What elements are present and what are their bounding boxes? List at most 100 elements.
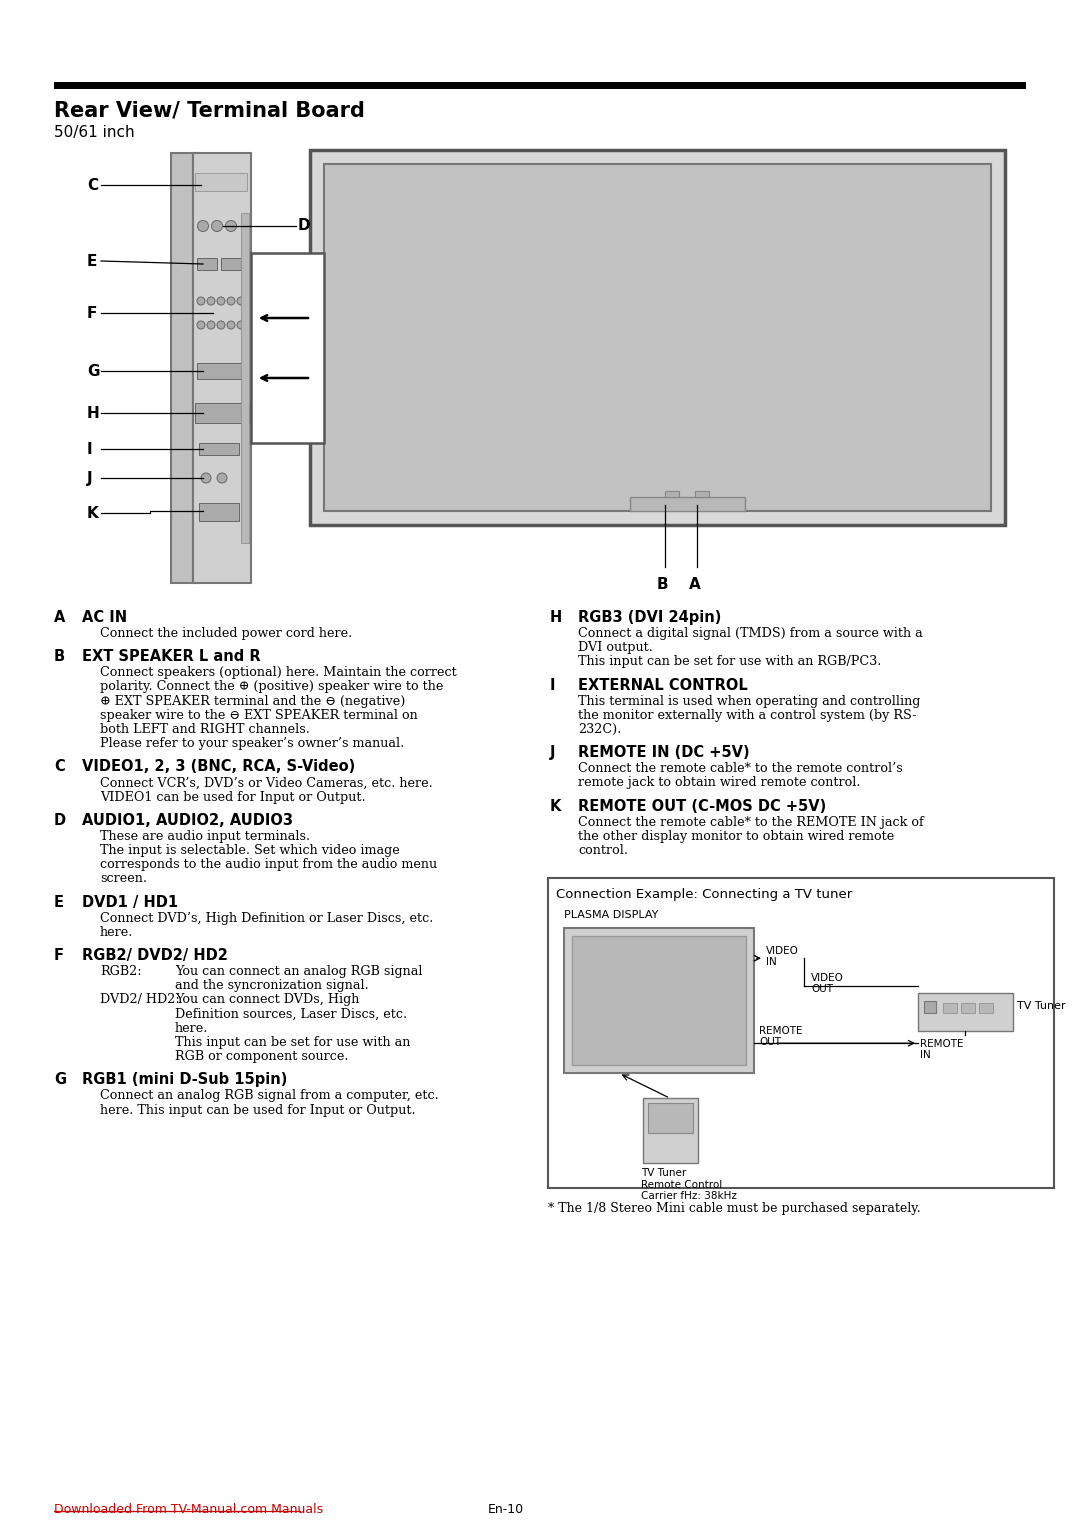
Text: Connect the included power cord here.: Connect the included power cord here. [100,626,352,640]
Bar [199,503,239,521]
Text: Connect DVD’s, High Definition or Laser Discs, etc.: Connect DVD’s, High Definition or Laser … [100,912,433,924]
Text: D: D [54,813,66,828]
Bar [54,83,1026,89]
Text: Connect a digital signal (TMDS) from a source with a: Connect a digital signal (TMDS) from a s… [578,626,922,640]
Text: VIDEO: VIDEO [811,973,843,983]
Text: J: J [550,746,555,761]
Text: You can connect DVDs, High: You can connect DVDs, High [175,993,360,1007]
Text: TV Tuner: TV Tuner [642,1169,686,1178]
Text: 232C).: 232C). [578,723,621,736]
Text: G: G [54,1073,66,1088]
Bar [241,212,249,542]
Text: AUDIO1, AUDIO2, AUDIO3: AUDIO1, AUDIO2, AUDIO3 [82,813,293,828]
Text: This input can be set for use with an RGB/PC3.: This input can be set for use with an RG… [578,656,881,668]
Bar [643,1099,698,1163]
Text: DVI output.: DVI output. [578,642,653,654]
Text: REMOTE IN (DC +5V): REMOTE IN (DC +5V) [578,746,750,761]
Text: REMOTE: REMOTE [920,1039,963,1050]
Bar [221,258,241,270]
Text: Carrier fHz: 38kHz: Carrier fHz: 38kHz [642,1192,737,1201]
Circle shape [198,220,208,232]
Text: Connect an analog RGB signal from a computer, etc.: Connect an analog RGB signal from a comp… [100,1089,438,1102]
Text: IN: IN [920,1050,931,1060]
Text: RGB2/ DVD2/ HD2: RGB2/ DVD2/ HD2 [82,947,228,963]
Text: G: G [87,364,99,379]
Bar [310,150,1005,526]
Text: The input is selectable. Set which video image: The input is selectable. Set which video… [100,843,400,857]
Text: A: A [689,578,701,591]
Text: D: D [298,219,311,234]
Bar [696,490,708,497]
Bar [572,937,746,1065]
Text: here.: here. [100,926,133,938]
Text: Please refer to your speaker’s owner’s manual.: Please refer to your speaker’s owner’s m… [100,736,404,750]
Text: screen.: screen. [100,872,147,885]
Bar [978,1004,993,1013]
Text: the monitor externally with a control system (by RS-: the monitor externally with a control sy… [578,709,917,721]
Bar [648,1103,693,1134]
Bar [924,1001,936,1013]
Bar [199,443,239,455]
Circle shape [217,474,227,483]
Circle shape [207,321,215,329]
Circle shape [227,321,235,329]
Text: corresponds to the audio input from the audio menu: corresponds to the audio input from the … [100,859,437,871]
Text: Downloaded From TV-Manual.com Manuals: Downloaded From TV-Manual.com Manuals [54,1504,323,1516]
Bar [197,364,245,379]
Text: 50/61 inch: 50/61 inch [54,125,135,141]
Text: EXT SPEAKER L and R: EXT SPEAKER L and R [82,649,260,665]
Text: Connect the remote cable* to the REMOTE IN jack of: Connect the remote cable* to the REMOTE … [578,816,923,828]
Text: OUT: OUT [759,1038,781,1047]
Text: * The 1/8 Stereo Mini cable must be purchased separately.: * The 1/8 Stereo Mini cable must be purc… [548,1203,920,1215]
Bar [265,267,310,429]
Text: here.: here. [175,1022,208,1034]
Text: PLASMA DISPLAY: PLASMA DISPLAY [564,911,659,920]
Text: DVD2/ HD2:: DVD2/ HD2: [100,993,179,1007]
Text: and the syncronization signal.: and the syncronization signal. [175,979,368,992]
Bar [548,879,1054,1189]
Text: C: C [87,177,98,193]
Text: RGB3 (DVI 24pin): RGB3 (DVI 24pin) [578,610,721,625]
Text: K: K [87,506,98,521]
Text: REMOTE OUT (C-MOS DC +5V): REMOTE OUT (C-MOS DC +5V) [578,799,826,813]
Text: K: K [550,799,562,813]
Text: Rear View/ Terminal Board: Rear View/ Terminal Board [54,99,365,121]
Text: Definition sources, Laser Discs, etc.: Definition sources, Laser Discs, etc. [175,1007,407,1021]
Text: You can connect an analog RGB signal: You can connect an analog RGB signal [175,966,422,978]
Text: I: I [87,442,93,457]
Text: control.: control. [578,843,627,857]
Text: Connection Example: Connecting a TV tuner: Connection Example: Connecting a TV tune… [556,888,852,902]
Text: E: E [54,894,64,909]
Text: speaker wire to the ⊖ EXT SPEAKER terminal on: speaker wire to the ⊖ EXT SPEAKER termin… [100,709,418,721]
Bar [630,497,745,510]
Text: H: H [87,405,99,420]
Bar [195,403,249,423]
Bar [918,993,1013,1031]
Bar [943,1004,957,1013]
Bar [251,254,324,443]
Text: OUT: OUT [811,984,833,995]
Circle shape [226,220,237,232]
Text: REMOTE: REMOTE [759,1027,802,1036]
Text: DVD1 / HD1: DVD1 / HD1 [82,894,178,909]
Text: This input can be set for use with an: This input can be set for use with an [175,1036,410,1050]
Text: Remote Control: Remote Control [642,1180,723,1190]
Bar [197,258,217,270]
Text: RGB1 (mini D-Sub 15pin): RGB1 (mini D-Sub 15pin) [82,1073,287,1088]
Text: F: F [87,306,97,321]
Text: here. This input can be used for Input or Output.: here. This input can be used for Input o… [100,1103,416,1117]
Text: Connect VCR’s, DVD’s or Video Cameras, etc. here.: Connect VCR’s, DVD’s or Video Cameras, e… [100,776,433,790]
Text: the other display monitor to obtain wired remote: the other display monitor to obtain wire… [578,830,894,843]
Text: VIDEO1 can be used for Input or Output.: VIDEO1 can be used for Input or Output. [100,790,366,804]
Circle shape [207,296,215,306]
Text: ⊕ EXT SPEAKER terminal and the ⊖ (negative): ⊕ EXT SPEAKER terminal and the ⊖ (negati… [100,695,405,707]
Circle shape [227,296,235,306]
Circle shape [237,321,245,329]
Circle shape [201,474,211,483]
Bar [193,153,251,584]
Circle shape [197,296,205,306]
Text: RGB or component source.: RGB or component source. [175,1050,349,1063]
Text: E: E [87,254,97,269]
Bar [171,153,193,584]
Text: H: H [550,610,563,625]
